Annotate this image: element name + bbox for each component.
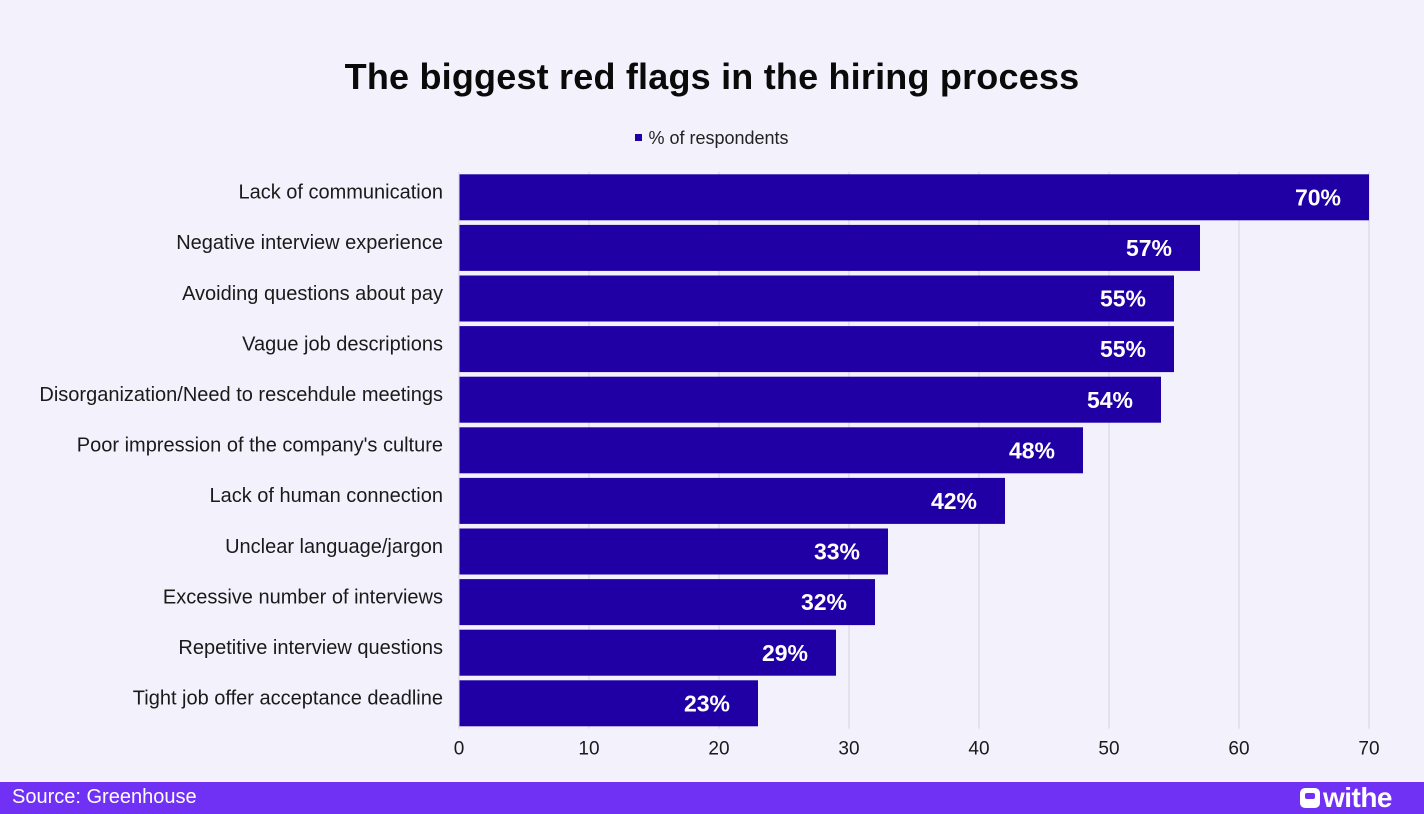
bar xyxy=(459,680,758,727)
footer-bar: Source: Greenhouse withe xyxy=(0,782,1424,814)
bar xyxy=(459,427,1083,474)
bar xyxy=(459,224,1200,271)
category-label: Tight job offer acceptance deadline xyxy=(133,688,443,710)
category-label: Lack of communication xyxy=(238,182,443,204)
category-label: Disorganization/Need to rescehdule meeti… xyxy=(39,384,443,406)
x-tick-label: 0 xyxy=(454,739,465,760)
data-label: 54% xyxy=(1087,387,1133,413)
data-label: 55% xyxy=(1100,286,1146,312)
bar xyxy=(459,579,875,626)
data-label: 33% xyxy=(814,539,860,565)
data-label: 48% xyxy=(1009,437,1055,463)
category-label: Unclear language/jargon xyxy=(225,536,443,558)
category-label: Avoiding questions about pay xyxy=(182,283,443,305)
bar xyxy=(459,174,1369,221)
data-label: 29% xyxy=(762,640,808,666)
category-label: Lack of human connection xyxy=(210,485,444,507)
category-label: Poor impression of the company's culture xyxy=(77,435,443,457)
x-tick-label: 40 xyxy=(968,739,989,760)
category-label: Negative interview experience xyxy=(176,232,443,254)
bar xyxy=(459,326,1174,373)
data-label: 32% xyxy=(801,589,847,615)
bar xyxy=(459,477,1005,524)
x-tick-label: 30 xyxy=(838,739,859,760)
data-label: 70% xyxy=(1295,184,1341,210)
bar-chart: Lack of communication 70% Negative intervi… xyxy=(39,172,1380,760)
bar xyxy=(459,376,1161,423)
source-text: Source: Greenhouse xyxy=(12,786,197,808)
bar xyxy=(459,275,1174,322)
legend-swatch xyxy=(635,133,643,141)
category-label: Excessive number of interviews xyxy=(163,586,443,608)
withe-logo-icon xyxy=(1299,788,1320,808)
data-label: 57% xyxy=(1126,235,1172,261)
x-tick-label: 20 xyxy=(708,739,729,760)
category-label: Vague job descriptions xyxy=(242,333,443,355)
bar xyxy=(459,629,836,676)
x-tick-label: 50 xyxy=(1098,739,1119,760)
category-label: Repetitive interview questions xyxy=(178,637,443,659)
data-label: 23% xyxy=(684,690,730,716)
legend: % of respondents xyxy=(0,128,1424,149)
bar xyxy=(459,528,888,575)
x-tick-label: 60 xyxy=(1228,739,1249,760)
x-tick-label: 10 xyxy=(578,739,599,760)
legend-label: % of respondents xyxy=(648,128,789,148)
brand-name: withe xyxy=(1322,782,1393,813)
x-tick-label: 70 xyxy=(1358,739,1379,760)
brand-logo: withe xyxy=(1299,782,1393,814)
chart-title: The biggest red flags in the hiring proc… xyxy=(344,56,1080,97)
data-label: 55% xyxy=(1100,336,1146,362)
data-label: 42% xyxy=(931,488,977,514)
